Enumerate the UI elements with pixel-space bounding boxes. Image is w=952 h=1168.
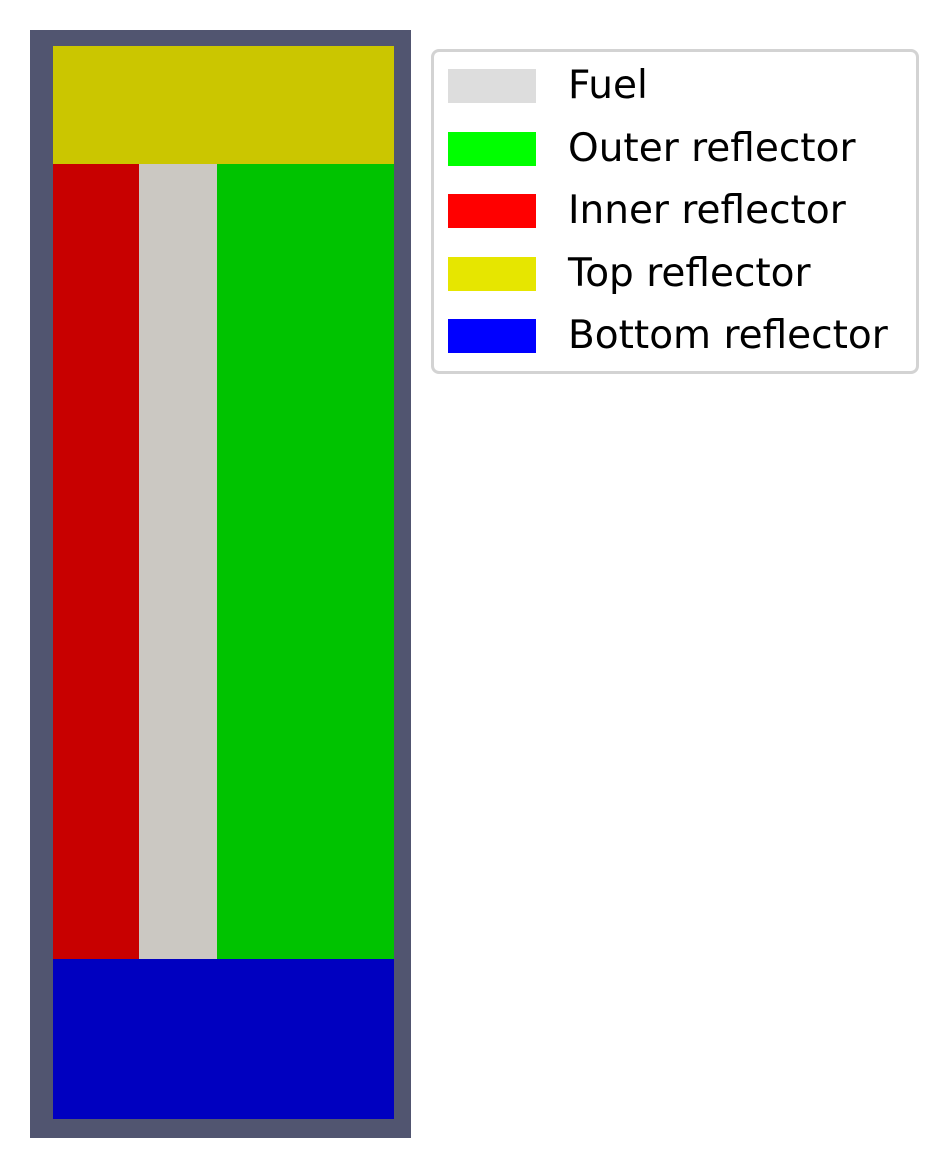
legend-swatch <box>448 257 536 291</box>
legend-label: Top reflector <box>568 251 811 296</box>
inner-reflector-region <box>53 164 139 959</box>
legend-item-inner-reflector: Inner reflector <box>448 190 918 232</box>
legend-label: Bottom reflector <box>568 313 888 358</box>
legend-item-outer-reflector: Outer reflector <box>448 128 918 170</box>
legend-label: Fuel <box>568 63 648 108</box>
bottom-reflector-region <box>53 959 394 1119</box>
outer-reflector-region <box>217 164 394 959</box>
top-reflector-region <box>53 46 394 164</box>
legend-item-fuel: Fuel <box>448 65 918 107</box>
legend-label: Inner reflector <box>568 188 846 233</box>
legend-swatch <box>448 194 536 228</box>
legend-swatch <box>448 319 536 353</box>
legend-item-top-reflector: Top reflector <box>448 253 918 295</box>
legend-label: Outer reflector <box>568 126 856 171</box>
fuel-region <box>139 164 217 959</box>
legend-item-bottom-reflector: Bottom reflector <box>448 315 918 357</box>
legend-swatch <box>448 69 536 103</box>
reactor-geometry-diagram <box>30 30 411 1138</box>
legend: Fuel Outer reflector Inner reflector Top… <box>431 49 919 374</box>
legend-swatch <box>448 132 536 166</box>
